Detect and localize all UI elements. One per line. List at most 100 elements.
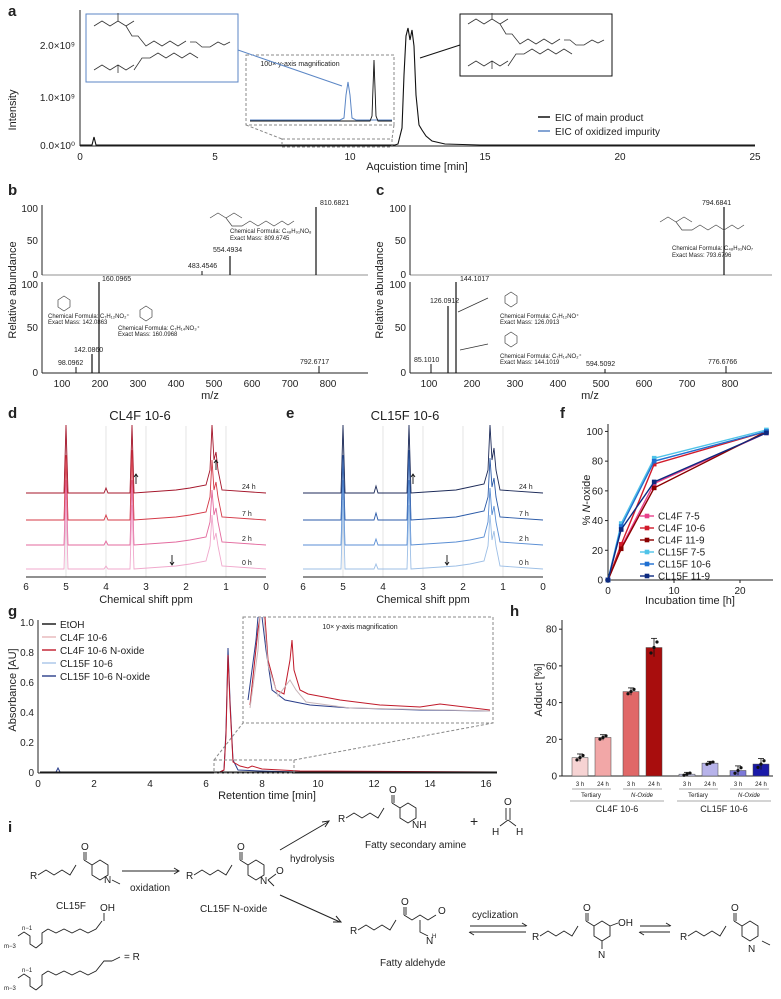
panel-b-peak-label: 792.6717	[300, 359, 329, 366]
panel-h-time-label: 3 h	[734, 782, 742, 788]
panel-d-trace-label: 24 h	[242, 484, 256, 491]
panel-e-xtick: 3	[420, 582, 426, 593]
panel-b-peak-label: 810.6821	[320, 200, 349, 207]
panel-h-group-label: N-Oxide	[631, 793, 654, 799]
panel-g-xtick: 12	[368, 779, 380, 790]
panel-b-mass-main: Exact Mass: 809.6745	[230, 236, 290, 242]
scheme-cyclic-n: N	[598, 950, 605, 961]
panel-d-xtick: 0	[263, 582, 269, 593]
panel-c-mass-f1: Exact Mass: 126.0913	[500, 320, 560, 326]
panel-c-annotation-line	[459, 343, 489, 351]
panel-f-legend-marker	[644, 561, 650, 567]
scheme-r-n1: n−1	[22, 926, 33, 932]
panel-e-trace-label: 0 h	[519, 560, 529, 567]
panel-g: g Absorbance [AU] 1.0 0.8 0.6 0.4 0.2 0 …	[7, 603, 498, 802]
panel-g-legend-item: CL15F 10-6 N-oxide	[60, 672, 150, 683]
panel-d-trace-label: 2 h	[242, 536, 252, 543]
panel-f-point	[651, 455, 657, 461]
panel-b-xtick: 100	[54, 379, 71, 390]
panel-a-structure-oxid-drawing	[93, 13, 231, 73]
panel-c-structure	[659, 216, 745, 231]
panel-f-legend-marker	[644, 537, 650, 543]
panel-a-oxid-trace	[250, 81, 392, 121]
panel-f-ytick: 60	[592, 486, 604, 497]
panel-a-xtick: 5	[212, 152, 218, 163]
scheme-plus: +	[470, 813, 478, 829]
panel-c-xtick: 600	[636, 379, 653, 390]
panel-c-mass-main: Exact Mass: 793.6796	[672, 253, 732, 259]
panel-e-trace-0h	[303, 499, 544, 570]
panel-c-ytick-bot: 50	[395, 323, 407, 334]
panel-g-xtick: 10	[312, 779, 324, 790]
panel-h-time-label: 3 h	[683, 782, 691, 788]
panel-a-ytick: 1.0×10⁹	[40, 93, 75, 104]
panel-c-xtick: 300	[507, 379, 524, 390]
scheme-cyclic-drawing	[539, 913, 619, 949]
panel-c-ytick-top: 50	[395, 236, 407, 247]
panel-g-xtick: 6	[203, 779, 209, 790]
panel-d-label: d	[8, 405, 17, 422]
scheme-aldehyde-label: Fatty aldehyde	[380, 958, 446, 969]
panel-b-xtick: 200	[92, 379, 109, 390]
panel-f-point	[651, 479, 657, 485]
panel-d-trace-0h	[26, 499, 267, 570]
panel-f-ytick: 0	[597, 576, 603, 587]
panel-d: d CL4F 10-6 24 h 7 h 2 h 0 h 6 5 4 3 2 1…	[8, 405, 269, 606]
panel-f-xlabel: Incubation time [h]	[645, 595, 735, 607]
panel-g-ytick: 0.8	[20, 648, 34, 659]
panel-d-trace-24h	[26, 424, 267, 494]
panel-e-trace-2h	[303, 479, 544, 546]
panel-h-time-label: 24 h	[755, 782, 767, 788]
scheme-r-equals: = R	[124, 952, 140, 963]
panel-c-xlabel: m/z	[581, 390, 599, 402]
panel-f-legend-item: CL4F 7-5	[658, 512, 700, 523]
panel-g-zoom-line	[213, 722, 244, 761]
panel-g-ytick: 0.4	[20, 708, 34, 719]
panel-e-gridlines	[342, 426, 504, 577]
scheme-amine-o: O	[389, 785, 397, 796]
panel-c-label: c	[376, 182, 384, 199]
panel-c-xtick: 400	[550, 379, 567, 390]
panel-b-ytick-bot: 50	[27, 323, 39, 334]
scheme-enamine-drawing	[687, 913, 771, 946]
panel-b-peak-label: 554.4934	[213, 247, 242, 254]
panel-c-ytick-top: 0	[400, 270, 406, 281]
scheme-r-m3: m−3	[4, 944, 17, 950]
panel-f-ytick: 40	[592, 516, 604, 527]
scheme-noxide-n: N	[260, 876, 267, 887]
panel-e-trace-label: 24 h	[519, 484, 533, 491]
scheme-formaldehyde-h2: H	[516, 827, 523, 838]
panel-f-point	[651, 485, 657, 491]
panel-a-xtick: 25	[749, 152, 761, 163]
panel-c-formula-main: Chemical Formula: C₄₈H₉₁NO₇	[672, 246, 753, 252]
panel-f-series-line	[607, 430, 767, 581]
scheme-equilibrium-arrowhead	[665, 922, 672, 927]
panel-a-main-connector	[419, 44, 461, 59]
panel-f-label: f	[560, 405, 566, 422]
panel-c-fragment-structures	[504, 291, 518, 348]
panel-h-replicate-point	[629, 689, 633, 694]
panel-a-ytick: 2.0×10⁹	[40, 41, 75, 52]
panel-h-time-label: 24 h	[597, 782, 609, 788]
panel-a-zoom-region	[281, 138, 393, 148]
panel-f-legend-item: CL15F 10-6	[658, 560, 711, 571]
panel-e-xlabel: Chemical shift ppm	[376, 594, 470, 606]
panel-a-structure-oxid	[85, 13, 239, 83]
scheme-amine-label: Fatty secondary amine	[365, 840, 467, 851]
panel-h-replicate-point	[652, 645, 656, 650]
scheme-r-n1b: n−1	[22, 968, 33, 974]
panel-a-ylabel: Intensity	[7, 89, 19, 130]
panel-h-replicate-point	[598, 737, 602, 741]
scheme-equilibrium-back-arrowhead	[638, 931, 645, 936]
panel-a-legend-main: EIC of main product	[555, 113, 644, 124]
panel-e-title: CL15F 10-6	[371, 408, 440, 423]
scheme-cl15f-o: O	[81, 842, 89, 853]
panel-h-replicate-point	[682, 773, 686, 777]
scheme-aldehyde-o2: O	[438, 906, 446, 917]
panel-c-ylabel: Relative abundance	[374, 241, 386, 338]
panel-d-xtick: 4	[103, 582, 109, 593]
panel-g-xtick: 14	[424, 779, 436, 790]
panel-g-xtick: 0	[35, 779, 41, 790]
panel-h-replicate-point	[688, 771, 692, 775]
panel-g-legend-item: CL4F 10-6 N-oxide	[60, 646, 145, 657]
